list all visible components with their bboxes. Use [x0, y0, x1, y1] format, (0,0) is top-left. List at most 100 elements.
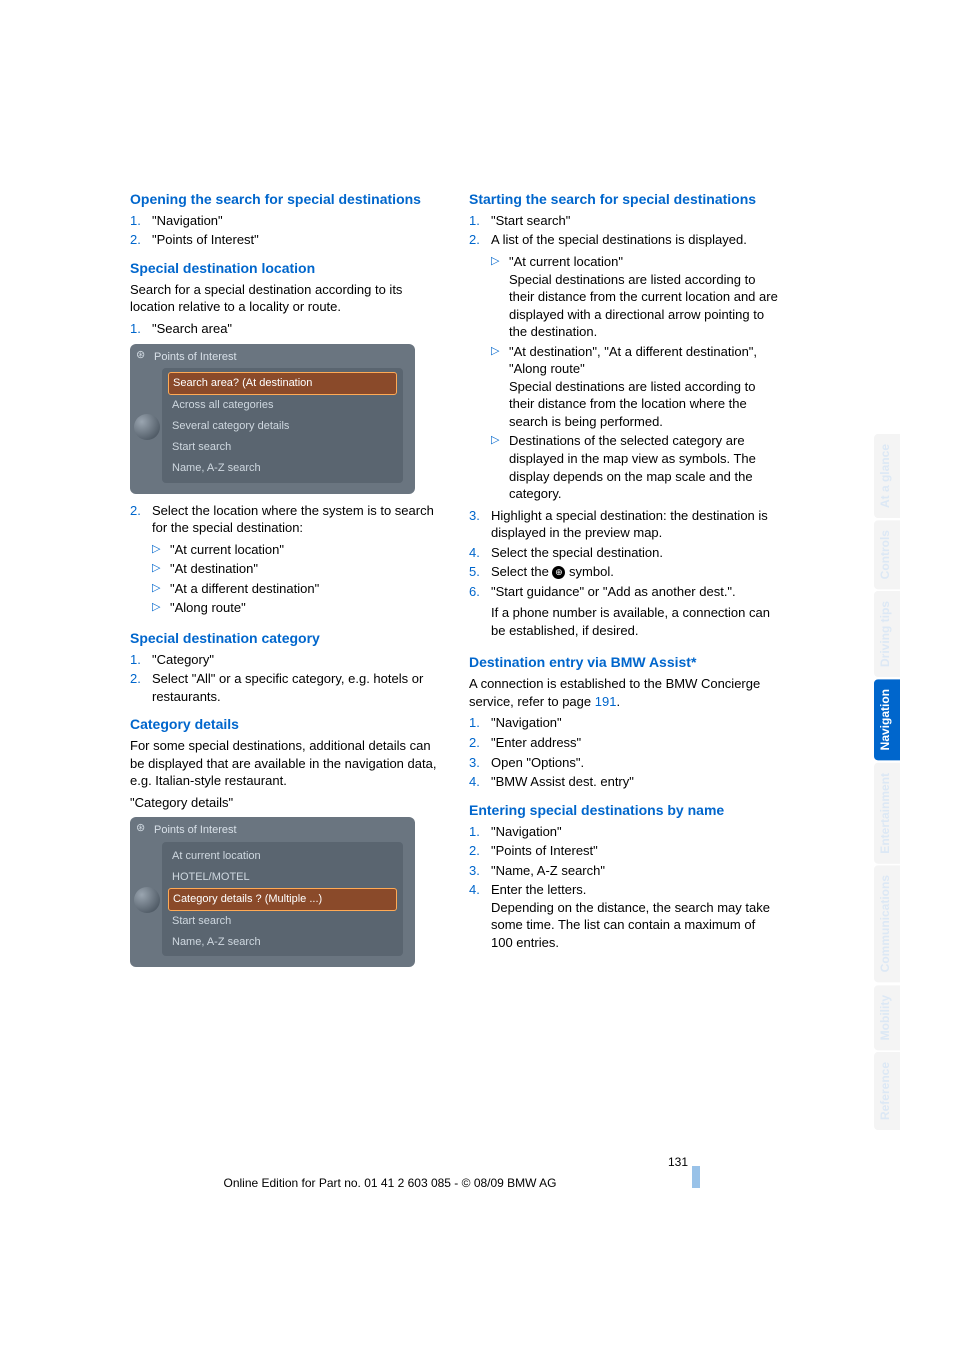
- page-footer: 131 Online Edition for Part no. 01 41 2 …: [0, 1152, 780, 1190]
- guidance-symbol-icon: ⊕: [552, 566, 565, 579]
- list-number: 1.: [130, 320, 152, 338]
- ordered-list: 2. Select the location where the system …: [130, 502, 441, 619]
- list-text: "Search area": [152, 320, 441, 338]
- text-fragment: Select the: [491, 564, 552, 579]
- ordered-list: 1."Navigation" 2."Points of Interest": [130, 212, 441, 249]
- list-text: "At current location": [170, 541, 441, 559]
- list-number: 4.: [469, 773, 491, 791]
- triangle-bullet-icon: ▷: [491, 343, 509, 431]
- screenshot-row: Name, A-Z search: [168, 932, 397, 953]
- list-text: "At destination": [170, 560, 441, 578]
- left-column: Opening the search for special destinati…: [130, 190, 441, 975]
- list-number: 6.: [469, 583, 491, 644]
- text-fragment: .: [616, 694, 620, 709]
- globe-icon: ⊛: [136, 821, 148, 833]
- triangle-bullet-icon: ▷: [491, 432, 509, 502]
- side-tabs: Reference Mobility Communications Entert…: [874, 190, 900, 1130]
- ordered-list: 1."Navigation" 2."Points of Interest" 3.…: [469, 823, 780, 952]
- sub-list: ▷ "At current location" Special destinati…: [491, 253, 780, 503]
- list-number: 3.: [469, 862, 491, 880]
- list-text: "BMW Assist dest. entry": [491, 773, 780, 791]
- list-text: "Points of Interest": [491, 842, 780, 860]
- list-text: "Start guidance" or "Add as another dest…: [491, 584, 736, 599]
- list-text: Enter the letters.: [491, 882, 586, 897]
- page-marker-icon: [692, 1166, 700, 1188]
- list-number: 2.: [130, 502, 152, 619]
- screenshot-title: Points of Interest: [134, 348, 411, 369]
- list-number: 1.: [469, 714, 491, 732]
- page-link[interactable]: 191: [595, 694, 617, 709]
- globe-icon: ⊛: [136, 348, 148, 360]
- list-number: 4.: [469, 881, 491, 951]
- screenshot-row: Across all categories: [168, 395, 397, 416]
- list-text: "Start search": [491, 212, 780, 230]
- triangle-bullet-icon: ▷: [491, 253, 509, 341]
- ordered-list: 1."Navigation" 2."Enter address" 3.Open …: [469, 714, 780, 790]
- list-number: 5.: [469, 563, 491, 581]
- ordered-list: 1."Category" 2.Select "All" or a specifi…: [130, 651, 441, 706]
- tab-at-a-glance[interactable]: At a glance: [874, 434, 900, 518]
- list-text: Select the special destination.: [491, 544, 780, 562]
- section-heading: Entering special destinations by name: [469, 801, 780, 820]
- paragraph: For some special destinations, additiona…: [130, 737, 441, 790]
- list-number: 1.: [130, 212, 152, 230]
- list-text: "Name, A-Z search": [491, 862, 780, 880]
- tab-communications[interactable]: Communications: [874, 865, 900, 982]
- screenshot-title: Points of Interest: [134, 821, 411, 842]
- screenshot-row: Search area? (At destination: [168, 372, 397, 395]
- list-text: Destinations of the selected category ar…: [509, 433, 756, 501]
- screenshot-row: Name, A-Z search: [168, 458, 397, 479]
- tab-mobility[interactable]: Mobility: [874, 985, 900, 1050]
- list-text: A list of the special destinations is di…: [491, 232, 747, 247]
- list-text: Special destinations are listed accordin…: [509, 379, 755, 429]
- section-heading: Destination entry via BMW Assist*: [469, 653, 780, 672]
- list-number: 1.: [469, 823, 491, 841]
- screenshot-row: At current location: [168, 846, 397, 867]
- section-heading: Special destination category: [130, 629, 441, 648]
- list-text: "Points of Interest": [152, 231, 441, 249]
- idrive-knob-icon: [134, 414, 160, 440]
- section-heading: Opening the search for special destinati…: [130, 190, 441, 209]
- list-text: "At destination", "At a different destin…: [509, 344, 757, 377]
- screenshot-row: Several category details: [168, 416, 397, 437]
- list-number: 4.: [469, 544, 491, 562]
- list-text: "Navigation": [491, 714, 780, 732]
- list-text: "At a different destination": [170, 580, 441, 598]
- right-column: Starting the search for special destinat…: [469, 190, 780, 975]
- list-text: "Along route": [170, 599, 441, 617]
- footer-text: Online Edition for Part no. 01 41 2 603 …: [0, 1176, 780, 1190]
- list-text: Select the location where the system is …: [152, 503, 434, 536]
- tab-reference[interactable]: Reference: [874, 1052, 900, 1130]
- tab-driving-tips[interactable]: Driving tips: [874, 591, 900, 677]
- list-text: "Navigation": [491, 823, 780, 841]
- list-number: 2.: [469, 842, 491, 860]
- page-number: 131: [668, 1155, 688, 1169]
- list-number: 1.: [130, 651, 152, 669]
- triangle-bullet-icon: ▷: [152, 580, 170, 598]
- list-number: 2.: [469, 231, 491, 504]
- tab-navigation[interactable]: Navigation: [874, 679, 900, 760]
- list-text: Select the ⊕ symbol.: [491, 563, 780, 581]
- paragraph: Search for a special destination accordi…: [130, 281, 441, 316]
- list-number: 1.: [469, 212, 491, 230]
- screenshot-row: Category details ? (Multiple ...): [168, 888, 397, 911]
- paragraph: "Category details": [130, 794, 441, 812]
- text-fragment: symbol.: [565, 564, 613, 579]
- list-text: Special destinations are listed accordin…: [509, 272, 778, 340]
- triangle-bullet-icon: ▷: [152, 560, 170, 578]
- ordered-list: 1."Start search" 2. A list of the specia…: [469, 212, 780, 644]
- section-heading: Category details: [130, 715, 441, 734]
- list-text: "At current location": [509, 254, 623, 269]
- paragraph: If a phone number is available, a connec…: [491, 604, 780, 639]
- section-heading: Special destination location: [130, 259, 441, 278]
- list-text: Open "Options".: [491, 754, 780, 772]
- list-number: 3.: [469, 507, 491, 542]
- ordered-list: 1."Search area": [130, 320, 441, 338]
- list-text: "Enter address": [491, 734, 780, 752]
- sub-list: ▷"At current location" ▷"At destination"…: [152, 541, 441, 617]
- screenshot-row: Start search: [168, 911, 397, 932]
- idrive-screenshot: ⊛ Points of Interest At current location…: [130, 817, 415, 967]
- tab-entertainment[interactable]: Entertainment: [874, 763, 900, 864]
- tab-controls[interactable]: Controls: [874, 520, 900, 589]
- triangle-bullet-icon: ▷: [152, 599, 170, 617]
